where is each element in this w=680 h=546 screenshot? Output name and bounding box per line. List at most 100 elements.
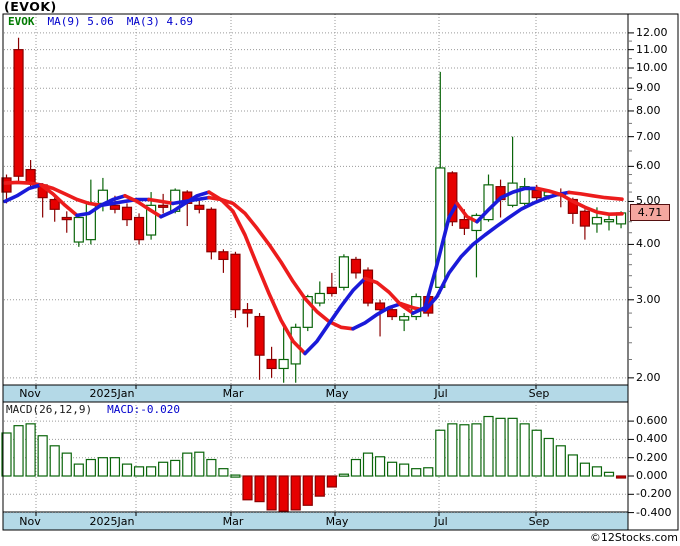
macd-histogram-bar xyxy=(543,437,554,477)
macd-histogram-bar xyxy=(290,475,301,511)
month-label-macd: Jul xyxy=(434,514,448,528)
price-axis-label: 5.00 xyxy=(636,194,661,208)
candle-body xyxy=(61,216,72,221)
candle-body xyxy=(109,204,121,210)
month-label-macd: May xyxy=(325,514,349,528)
macd-histogram-bar xyxy=(254,475,265,503)
price-axis-label: 4.00 xyxy=(636,237,661,251)
macd-histogram-bar xyxy=(61,452,72,477)
ma3-line-segment xyxy=(535,186,624,216)
price-axis-label: 2.00 xyxy=(636,370,661,384)
macd-histogram-bar xyxy=(591,466,603,477)
macd-histogram-bar xyxy=(555,445,566,477)
ma9-line-segment xyxy=(567,190,624,201)
macd-histogram-bar xyxy=(567,454,578,477)
macd-histogram-bar xyxy=(133,466,145,477)
candle-body xyxy=(591,216,603,225)
ma3-line-segment xyxy=(75,194,127,218)
candle-body xyxy=(218,251,229,261)
price-axis-label: 11.00 xyxy=(636,42,668,56)
symbol-label: EVOK xyxy=(8,15,35,28)
macd-histogram-bar xyxy=(362,452,374,477)
macd-axis-label: 0.400 xyxy=(636,432,668,446)
chart-legend: EVOK MA(9) 5.06 MA(3) 4.69 xyxy=(8,15,193,28)
macd-histogram-bar xyxy=(25,423,36,477)
candle-body xyxy=(25,168,36,184)
macd-histogram-bar xyxy=(374,456,386,477)
ma9-line-segment xyxy=(423,190,571,313)
macd-axis-label: 0.200 xyxy=(636,450,668,464)
candle-body xyxy=(73,216,84,243)
macd-histogram-bar xyxy=(13,425,24,477)
macd-histogram-bar xyxy=(507,417,518,477)
macd-histogram-bar xyxy=(435,429,446,477)
candle-body xyxy=(459,219,470,229)
candle-body xyxy=(326,286,337,295)
macd-histogram-bar xyxy=(146,466,157,477)
ma3-line-segment xyxy=(3,183,43,204)
price-axis-label: 9.00 xyxy=(636,81,661,95)
ma3-line-segment xyxy=(159,190,211,219)
candle-body xyxy=(194,204,205,210)
candle-body xyxy=(49,198,60,210)
macd-histogram-bar xyxy=(37,435,48,477)
candle-body xyxy=(121,206,133,221)
price-axis-label: 6.00 xyxy=(636,159,661,173)
candle-body xyxy=(362,269,374,304)
candle-body xyxy=(278,358,289,370)
ma3-line-segment xyxy=(363,276,415,315)
month-label-macd: Nov xyxy=(19,514,41,528)
candle-body xyxy=(603,219,615,223)
candle-body xyxy=(266,358,277,370)
candle-body xyxy=(519,186,530,204)
candle-body xyxy=(387,309,398,318)
macd-histogram-bar xyxy=(314,475,325,497)
macd-histogram-bar xyxy=(519,423,530,477)
macd-histogram-bar xyxy=(49,445,60,477)
candle-body xyxy=(302,296,313,328)
macd-histogram-bar xyxy=(73,463,84,477)
macd-histogram-bar xyxy=(338,473,349,477)
macd-histogram-bar xyxy=(1,432,12,477)
macd-axis-label: -0.200 xyxy=(636,487,672,501)
candle-body xyxy=(579,210,591,227)
candle-body xyxy=(158,204,169,208)
candle-body xyxy=(350,258,362,274)
ma3-line-segment xyxy=(39,183,79,218)
macd-axis-label: 0.600 xyxy=(636,414,668,428)
macd-value-label: MACD:-0.020 xyxy=(107,403,180,416)
candle-body xyxy=(483,184,494,221)
macd-histogram-bar xyxy=(447,423,458,477)
candle-body xyxy=(206,208,217,253)
ma3-line-segment xyxy=(123,194,163,219)
ma9-line-segment xyxy=(99,197,151,208)
macd-histogram-bar xyxy=(206,458,217,477)
ma3-line-segment xyxy=(411,201,459,315)
macd-histogram-bar xyxy=(471,423,482,477)
month-label-main: 2025Jan xyxy=(89,387,135,400)
month-label-macd: Mar xyxy=(222,514,244,528)
macd-histogram-bar xyxy=(531,429,542,477)
macd-histogram-bar xyxy=(242,475,253,501)
macd-histogram-bar xyxy=(423,467,434,477)
ma3-line-segment xyxy=(475,186,539,224)
page-title: (EVOK) xyxy=(4,0,57,14)
macd-histogram-bar xyxy=(495,417,506,477)
macd-histogram-bar xyxy=(109,457,121,477)
candle-body xyxy=(146,204,157,236)
candle-body xyxy=(374,302,386,311)
month-label-macd: Sep xyxy=(528,514,550,528)
macd-histogram-bar xyxy=(459,424,470,477)
month-label-main: Jul xyxy=(434,387,448,400)
ma9-line-segment xyxy=(3,180,103,208)
macd-histogram-bar xyxy=(97,457,109,477)
macd-axis-label: -0.400 xyxy=(636,505,672,519)
copyright-label: ©12Stocks.com xyxy=(589,531,678,544)
price-axis-label: 12.00 xyxy=(636,25,668,39)
candle-body xyxy=(447,172,458,223)
month-label-main: May xyxy=(325,387,349,400)
candle-body xyxy=(1,177,12,193)
candle-body xyxy=(13,49,24,177)
macd-histogram-bar xyxy=(218,468,229,477)
